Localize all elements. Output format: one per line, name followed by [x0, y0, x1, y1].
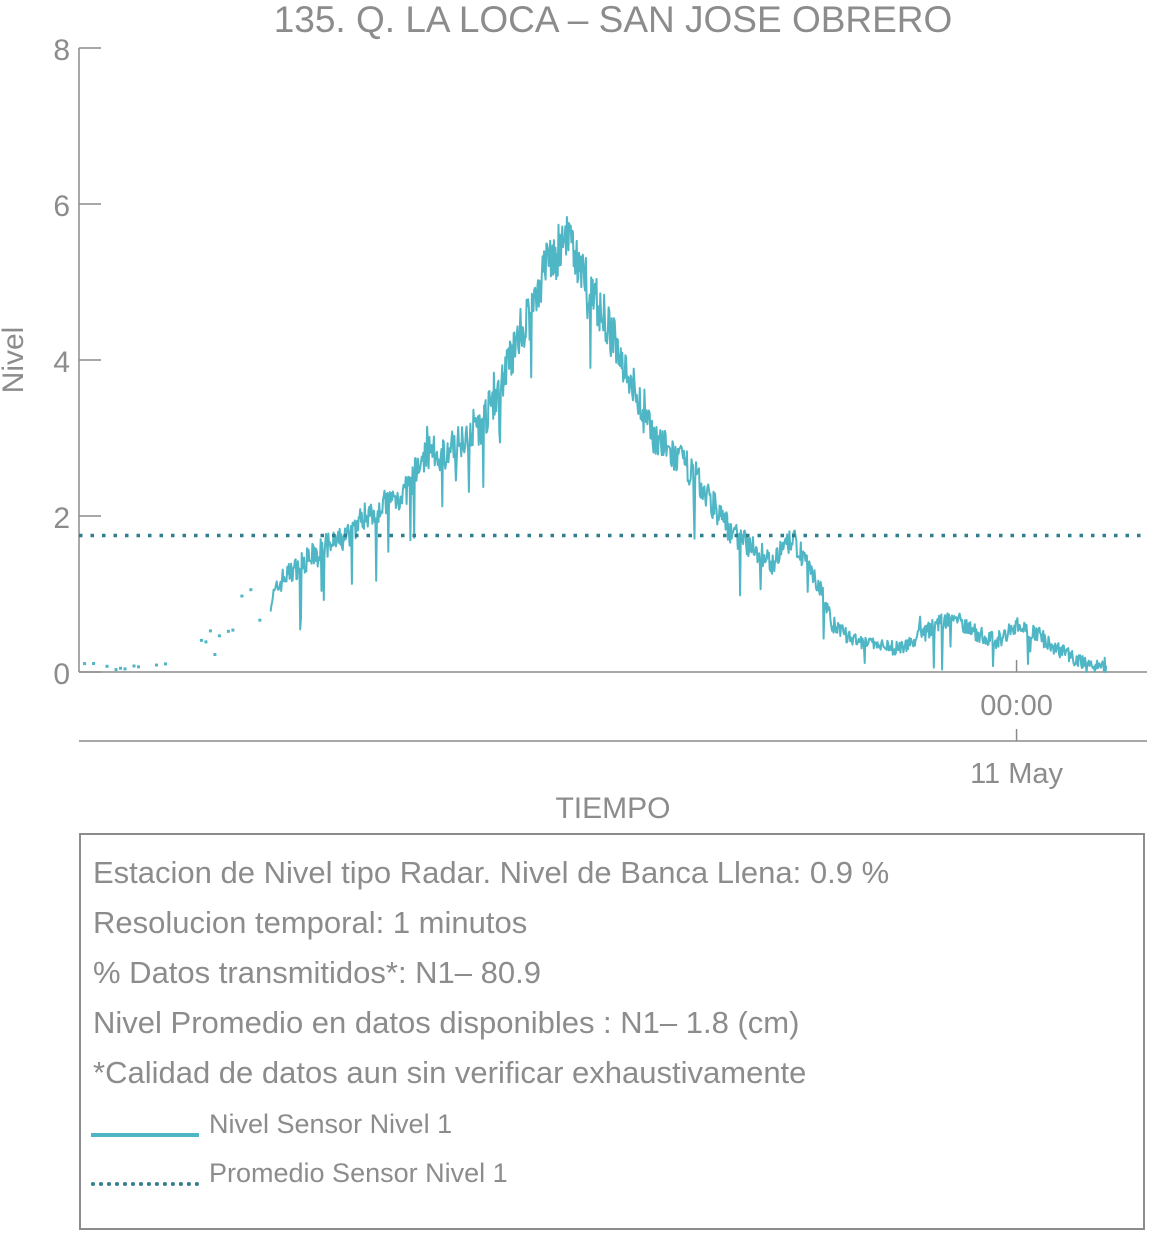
- axes: [78, 47, 1147, 742]
- info-quality-note: *Calidad de datos aun sin verificar exha…: [93, 1055, 807, 1090]
- legend-box: Estacion de Nivel tipo Radar. Nivel de B…: [79, 833, 1145, 1230]
- chart-canvas: 0 2 4 6 8 00:00 11 May 135. Q. LA LOCA – SAN JO…: [0, 0, 1147, 825]
- info-station-type: Estacion de Nivel tipo Radar. Nivel de B…: [93, 855, 890, 890]
- info-temporal-resolution: Resolucion temporal: 1 minutos: [93, 905, 528, 940]
- text-layer: 0 2 4 6 8 00:00 11 May 135. Q. LA LOCA – SAN JO…: [0, 0, 1064, 825]
- chart-title: 135. Q. LA LOCA – SAN JOSE OBRERO: [274, 0, 953, 40]
- y-tick-label: 0: [53, 658, 70, 691]
- legend-label-promedio: Promedio Sensor Nivel 1: [209, 1158, 508, 1188]
- info-average-level: Nivel Promedio en datos disponibles : N1…: [93, 1005, 800, 1040]
- y-axis-label: Nivel: [0, 327, 30, 394]
- x-axis-label: TIEMPO: [555, 792, 670, 825]
- x-tick-label: 00:00: [980, 690, 1053, 722]
- y-tick-label: 2: [53, 502, 70, 535]
- y-tick-label: 4: [53, 346, 70, 379]
- y-tick-label: 6: [53, 190, 70, 223]
- y-tick-label: 8: [53, 34, 70, 67]
- info-data-transmitted: % Datos transmitidos*: N1– 80.9: [93, 955, 541, 990]
- x-date-label: 11 May: [970, 758, 1063, 790]
- legend-label-nivel: Nivel Sensor Nivel 1: [209, 1109, 453, 1139]
- series-layer: [79, 216, 1147, 673]
- series-nivel-line: [269, 216, 1108, 673]
- legend-swatch-nivel: [91, 1133, 199, 1137]
- legend-swatch-promedio: [91, 1182, 199, 1186]
